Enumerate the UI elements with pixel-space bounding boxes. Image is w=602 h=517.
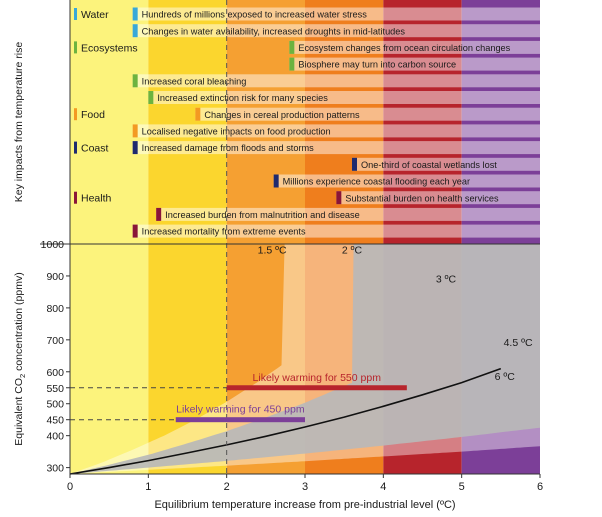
y-tick-label: 450 [46,415,64,427]
impact-band-4 [383,0,462,244]
impact-bar [132,24,540,38]
y-tick-label: 1000 [41,239,65,251]
impact-label: Substantial burden on health services [345,193,499,203]
curve-label: 6 ºC [495,371,516,383]
y-tick-label: 700 [46,335,64,347]
impact-temperature-bands [70,0,540,244]
likely-warming-ranges: Likely warming for 550 ppm Likely warming… [70,372,407,423]
curve-label: 4.5 ºC [504,337,533,349]
impact-marker [336,191,342,205]
sector-label: Water [81,9,109,21]
impact-marker [148,91,154,104]
x-tick-label: 5 [459,481,465,493]
impact-band-3 [305,0,384,244]
x-tick-label: 4 [380,481,386,493]
y-tick-label: 500 [46,399,64,411]
sector-label: Coast [81,143,109,155]
sector-label: Food [81,109,105,121]
curve-label: 1.5 ºC [258,245,287,257]
impact-bar [273,174,540,188]
impact-marker [273,174,279,188]
impact-bar [352,157,540,171]
impact-marker [132,24,138,38]
impact-label: Increased mortality from extreme events [142,227,306,237]
inner-uncertainty-shade [70,244,540,474]
impact-band-0 [70,0,149,244]
x-tick-label: 1 [145,481,151,493]
impact-label: Increased damage from floods and storms [142,143,315,153]
impact-marker [352,157,357,171]
sector-marker [74,108,77,121]
y-tick-label: 600 [46,367,64,379]
impact-bar [132,224,540,238]
impact-label: Increased burden from malnutrition and d… [165,210,360,220]
y-tick-label: 300 [46,463,64,475]
impact-band-1 [148,0,227,244]
uncertainty-shades [70,244,540,474]
impact-marker [156,207,162,221]
impacts-axis-title: Key impacts from temperature rise [13,42,25,203]
sensitivity-curves [69,367,502,475]
likely-range-label: Likely warming for 450 ppm [176,404,305,416]
impact-marker [132,7,138,21]
impact-label: Changes in water availability, increased… [142,26,406,36]
impact-marker [132,124,138,138]
curve-label: 3 ºC [436,273,457,285]
likely-range-bar [226,385,407,391]
central-estimate-curve [69,367,502,475]
impact-label: One-third of coastal wetlands lost [361,160,497,170]
impact-bar [336,191,540,205]
impact-bar [148,91,541,104]
impact-label: Ecosystem changes from ocean circulation… [298,43,510,53]
x-tick-label: 2 [224,481,230,493]
impact-band-5 [461,0,540,244]
impact-marker [289,57,295,71]
impact-label: Increased coral bleaching [142,76,247,86]
impact-bar [156,207,540,221]
impact-bars: Hundreds of millions exposed to increase… [74,7,541,238]
impact-bar [132,74,540,88]
x-tick-label: 0 [67,481,73,493]
sector-label: Ecosystems [81,42,138,54]
sector-label: Health [81,193,112,205]
sector-marker [74,41,77,54]
impact-bar [289,40,540,54]
sector-marker [74,191,77,204]
impact-marker [132,74,138,88]
chart-labels: Equilibrium temperature increase from pr… [13,42,533,511]
likely-range-label: Likely warming for 550 ppm [253,372,382,384]
impact-marker [289,40,295,54]
impact-label: Biosphere may turn into carbon source [298,60,456,70]
impact-label: Localised negative impacts on food produ… [142,127,331,137]
y-tick-label: 550 [46,383,64,395]
curve-label: 2 ºC [342,245,363,257]
sector-marker [74,8,77,20]
impact-label: Changes in cereal production patterns [204,110,360,120]
impact-marker [195,107,201,121]
axes: 0 1 2 3 4 5 6 300 400 450 500 550 600 700 800 900 1000 [40,0,543,493]
x-axis-title: Equilibrium temperature increase from pr… [154,499,455,511]
concentration-band-0 [70,244,149,474]
impact-bar [195,107,541,121]
impact-label: Millions experience coastal flooding eac… [283,177,470,187]
impact-bar [132,124,540,138]
impact-bar [132,7,540,21]
likely-range-bar [175,417,305,423]
impact-bar [289,57,540,71]
y-tick-label: 400 [46,431,64,443]
impact-label: Increased extinction risk for many speci… [157,93,328,103]
x-tick-label: 6 [537,481,543,493]
y-tick-label: 900 [46,271,64,283]
y-axis-title: Equivalent CO2 concentration (ppmv) [13,272,27,445]
y-tick-label: 800 [46,303,64,315]
impact-label: Hundreds of millions exposed to increase… [142,10,368,20]
impact-marker [132,141,138,155]
impact-band-2 [226,0,305,244]
impact-bar [132,141,540,155]
impact-marker [132,224,138,238]
sector-marker [74,141,77,154]
x-tick-label: 3 [302,481,308,493]
